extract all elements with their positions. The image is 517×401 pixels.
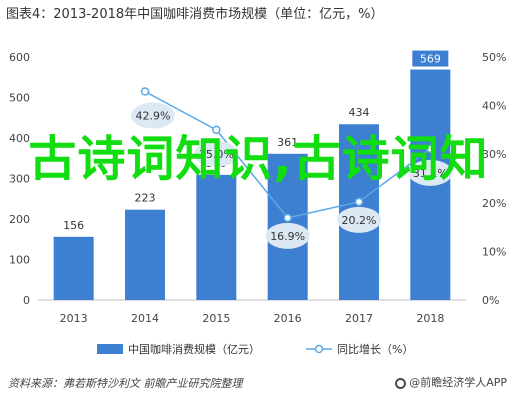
growth-point	[354, 197, 364, 207]
x-tick-label: 2017	[345, 312, 373, 325]
bar-data-label: 361	[277, 136, 298, 149]
legend-bar-swatch	[97, 344, 123, 354]
legend-bar-label: 中国咖啡消费规模（亿元）	[128, 342, 260, 356]
y-tick-label: 100	[9, 254, 30, 267]
growth-label-bubble	[337, 206, 381, 233]
bar-data-label: 569	[420, 53, 441, 66]
growth-label-bubble	[408, 159, 453, 186]
brand-label: @前瞻经济学人APP	[395, 374, 507, 390]
y-tick-label: 300	[9, 173, 30, 186]
y2-tick-label: 50%	[482, 51, 506, 64]
bar	[125, 209, 165, 300]
x-tick-label: 2016	[274, 312, 302, 325]
growth-point	[212, 125, 221, 135]
y-tick-label: 400	[9, 132, 30, 145]
bar-data-label: 434	[349, 106, 370, 119]
growth-point	[140, 87, 150, 96]
brand-text: @前瞻经济学人APP	[409, 376, 507, 389]
brand-logo-icon	[395, 378, 407, 389]
y2-tick-label: 10%	[482, 245, 506, 258]
x-tick-label: 2015	[202, 312, 230, 325]
legend-line-label: 同比增长（%）	[337, 342, 413, 356]
growth-data-label: 16.9%	[270, 230, 305, 243]
bar	[53, 236, 94, 300]
bar	[196, 174, 237, 300]
growth-point	[426, 144, 435, 154]
x-tick-label: 2018	[416, 312, 444, 325]
overlay-text: 古诗词知识,古诗词知	[28, 131, 489, 187]
growth-label-bubble	[194, 140, 239, 167]
growth-data-label: 20.2%	[342, 214, 377, 227]
x-tick-label: 2013	[60, 312, 88, 325]
legend-line-marker	[314, 344, 324, 354]
y-tick-label: 0	[23, 294, 30, 307]
source-note: 资料来源：弗若斯特沙利文 前瞻产业研究院整理	[8, 377, 243, 390]
growth-data-label: 35.0%	[199, 148, 234, 161]
growth-label-bubble	[131, 102, 175, 129]
y2-tick-label: 0%	[482, 294, 499, 307]
bar-data-label: 156	[63, 219, 84, 232]
growth-data-label: 31.1%	[413, 167, 448, 180]
growth-point	[283, 213, 292, 223]
bar-label-box	[412, 50, 449, 67]
growth-label-bubble	[265, 222, 310, 249]
x-tick-label: 2014	[131, 312, 159, 325]
y2-tick-label: 30%	[482, 148, 506, 161]
bar-data-label: 223	[135, 192, 156, 205]
chart-title: 图表4：2013-2018年中国咖啡消费市场规模（单位：亿元，%）	[6, 7, 384, 22]
y-tick-label: 200	[9, 213, 30, 226]
y-tick-label: 500	[9, 92, 30, 105]
growth-data-label: 42.9%	[136, 110, 171, 123]
y2-tick-label: 20%	[482, 197, 506, 210]
y-tick-label: 600	[9, 51, 30, 64]
y2-tick-label: 40%	[482, 100, 506, 113]
